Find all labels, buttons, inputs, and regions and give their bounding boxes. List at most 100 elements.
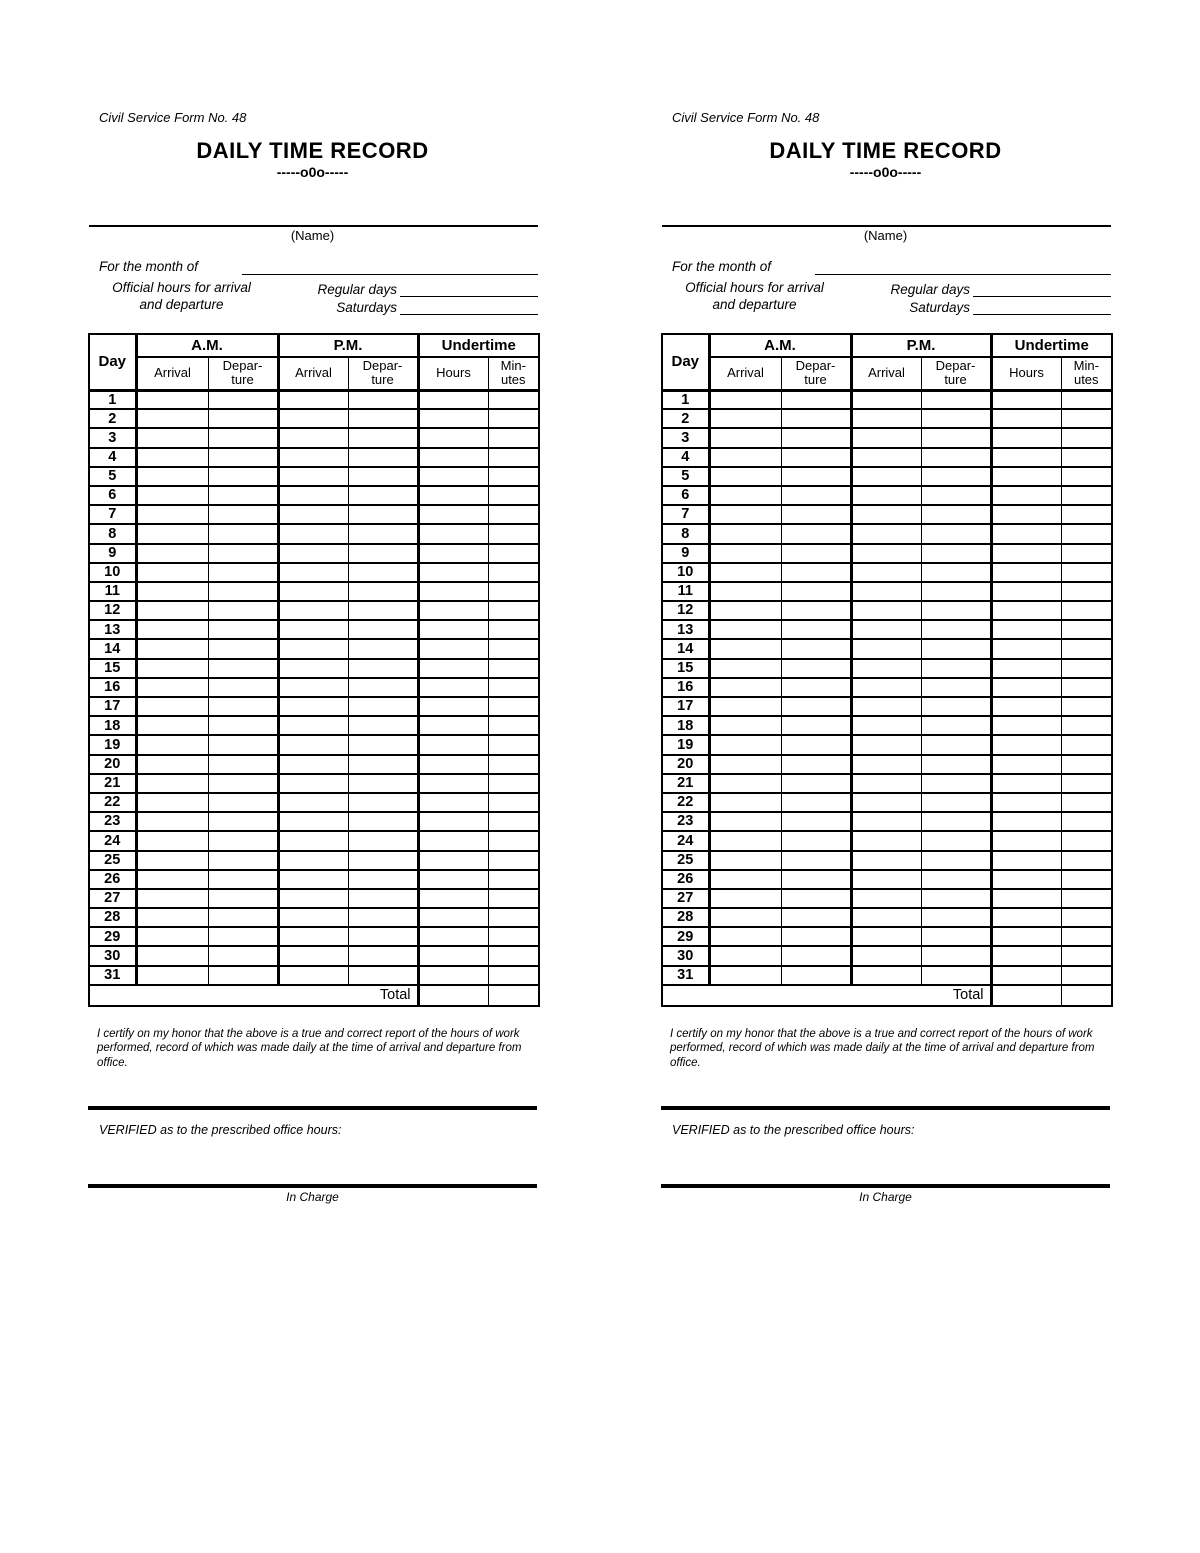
am-departure-cell[interactable] xyxy=(207,964,279,986)
pm-arrival-cell[interactable] xyxy=(276,408,349,430)
pm-departure-cell[interactable] xyxy=(920,580,992,603)
am-departure-cell[interactable] xyxy=(780,945,852,967)
pm-departure-cell[interactable] xyxy=(347,772,419,794)
am-departure-cell[interactable] xyxy=(207,676,279,699)
undertime-hours-cell[interactable] xyxy=(416,887,489,910)
total-undertime-minutes-cell[interactable] xyxy=(487,983,540,1007)
pm-departure-cell[interactable] xyxy=(347,542,419,564)
am-departure-cell[interactable] xyxy=(207,619,279,641)
pm-departure-cell[interactable] xyxy=(347,791,419,814)
undertime-minutes-cell[interactable] xyxy=(1060,638,1113,660)
am-arrival-cell[interactable] xyxy=(707,542,782,564)
undertime-hours-cell[interactable] xyxy=(989,638,1062,660)
pm-departure-cell[interactable] xyxy=(920,388,992,411)
undertime-minutes-cell[interactable] xyxy=(1060,907,1113,929)
am-arrival-cell[interactable] xyxy=(134,408,209,430)
total-undertime-hours-cell[interactable] xyxy=(989,983,1062,1007)
undertime-hours-cell[interactable] xyxy=(416,772,489,794)
undertime-hours-cell[interactable] xyxy=(416,542,489,564)
am-arrival-cell[interactable] xyxy=(134,811,209,833)
am-departure-cell[interactable] xyxy=(780,868,852,890)
undertime-hours-cell[interactable] xyxy=(416,465,489,487)
undertime-minutes-cell[interactable] xyxy=(487,504,540,526)
pm-departure-cell[interactable] xyxy=(347,580,419,603)
undertime-hours-cell[interactable] xyxy=(416,600,489,622)
pm-departure-cell[interactable] xyxy=(347,446,419,468)
undertime-hours-cell[interactable] xyxy=(989,446,1062,468)
undertime-minutes-cell[interactable] xyxy=(1060,868,1113,890)
pm-arrival-cell[interactable] xyxy=(276,926,349,948)
am-departure-cell[interactable] xyxy=(207,849,279,871)
am-departure-cell[interactable] xyxy=(780,542,852,564)
pm-arrival-cell[interactable] xyxy=(276,504,349,526)
regular-days-input-line[interactable] xyxy=(973,293,1111,297)
am-arrival-cell[interactable] xyxy=(134,887,209,910)
undertime-minutes-cell[interactable] xyxy=(487,753,540,775)
pm-departure-cell[interactable] xyxy=(920,465,992,487)
undertime-minutes-cell[interactable] xyxy=(487,811,540,833)
am-arrival-cell[interactable] xyxy=(134,580,209,603)
am-departure-cell[interactable] xyxy=(780,657,852,679)
undertime-hours-cell[interactable] xyxy=(989,484,1062,507)
pm-arrival-cell[interactable] xyxy=(276,523,349,545)
undertime-hours-cell[interactable] xyxy=(416,446,489,468)
saturdays-input-line[interactable] xyxy=(973,311,1111,315)
undertime-hours-cell[interactable] xyxy=(416,830,489,852)
undertime-minutes-cell[interactable] xyxy=(487,945,540,967)
undertime-hours-cell[interactable] xyxy=(416,945,489,967)
am-arrival-cell[interactable] xyxy=(707,561,782,583)
undertime-minutes-cell[interactable] xyxy=(487,446,540,468)
am-arrival-cell[interactable] xyxy=(134,791,209,814)
undertime-minutes-cell[interactable] xyxy=(1060,945,1113,967)
pm-departure-cell[interactable] xyxy=(920,523,992,545)
pm-departure-cell[interactable] xyxy=(347,887,419,910)
undertime-minutes-cell[interactable] xyxy=(487,580,540,603)
pm-arrival-cell[interactable] xyxy=(276,580,349,603)
am-arrival-cell[interactable] xyxy=(707,465,782,487)
undertime-minutes-cell[interactable] xyxy=(487,887,540,910)
am-departure-cell[interactable] xyxy=(207,695,279,718)
name-input-line[interactable] xyxy=(662,225,1111,227)
am-departure-cell[interactable] xyxy=(207,926,279,948)
am-departure-cell[interactable] xyxy=(207,907,279,929)
am-departure-cell[interactable] xyxy=(207,830,279,852)
pm-arrival-cell[interactable] xyxy=(849,695,922,718)
undertime-minutes-cell[interactable] xyxy=(487,849,540,871)
am-arrival-cell[interactable] xyxy=(707,964,782,986)
pm-departure-cell[interactable] xyxy=(347,600,419,622)
am-departure-cell[interactable] xyxy=(207,753,279,775)
undertime-minutes-cell[interactable] xyxy=(487,600,540,622)
undertime-minutes-cell[interactable] xyxy=(1060,676,1113,699)
am-arrival-cell[interactable] xyxy=(134,657,209,679)
am-departure-cell[interactable] xyxy=(780,753,852,775)
undertime-hours-cell[interactable] xyxy=(416,849,489,871)
undertime-hours-cell[interactable] xyxy=(416,791,489,814)
undertime-hours-cell[interactable] xyxy=(989,734,1062,756)
am-departure-cell[interactable] xyxy=(207,484,279,507)
undertime-minutes-cell[interactable] xyxy=(1060,772,1113,794)
undertime-minutes-cell[interactable] xyxy=(1060,600,1113,622)
undertime-hours-cell[interactable] xyxy=(416,388,489,411)
am-arrival-cell[interactable] xyxy=(707,945,782,967)
am-departure-cell[interactable] xyxy=(207,945,279,967)
am-arrival-cell[interactable] xyxy=(134,465,209,487)
am-arrival-cell[interactable] xyxy=(134,849,209,871)
am-arrival-cell[interactable] xyxy=(134,446,209,468)
undertime-minutes-cell[interactable] xyxy=(1060,887,1113,910)
undertime-hours-cell[interactable] xyxy=(416,715,489,737)
undertime-minutes-cell[interactable] xyxy=(487,561,540,583)
pm-departure-cell[interactable] xyxy=(920,926,992,948)
undertime-hours-cell[interactable] xyxy=(989,388,1062,411)
undertime-minutes-cell[interactable] xyxy=(487,542,540,564)
pm-arrival-cell[interactable] xyxy=(849,830,922,852)
pm-departure-cell[interactable] xyxy=(920,849,992,871)
pm-departure-cell[interactable] xyxy=(920,753,992,775)
am-departure-cell[interactable] xyxy=(207,657,279,679)
am-departure-cell[interactable] xyxy=(780,676,852,699)
undertime-hours-cell[interactable] xyxy=(989,791,1062,814)
pm-departure-cell[interactable] xyxy=(347,734,419,756)
pm-arrival-cell[interactable] xyxy=(276,715,349,737)
pm-departure-cell[interactable] xyxy=(347,715,419,737)
undertime-hours-cell[interactable] xyxy=(416,926,489,948)
am-departure-cell[interactable] xyxy=(780,523,852,545)
